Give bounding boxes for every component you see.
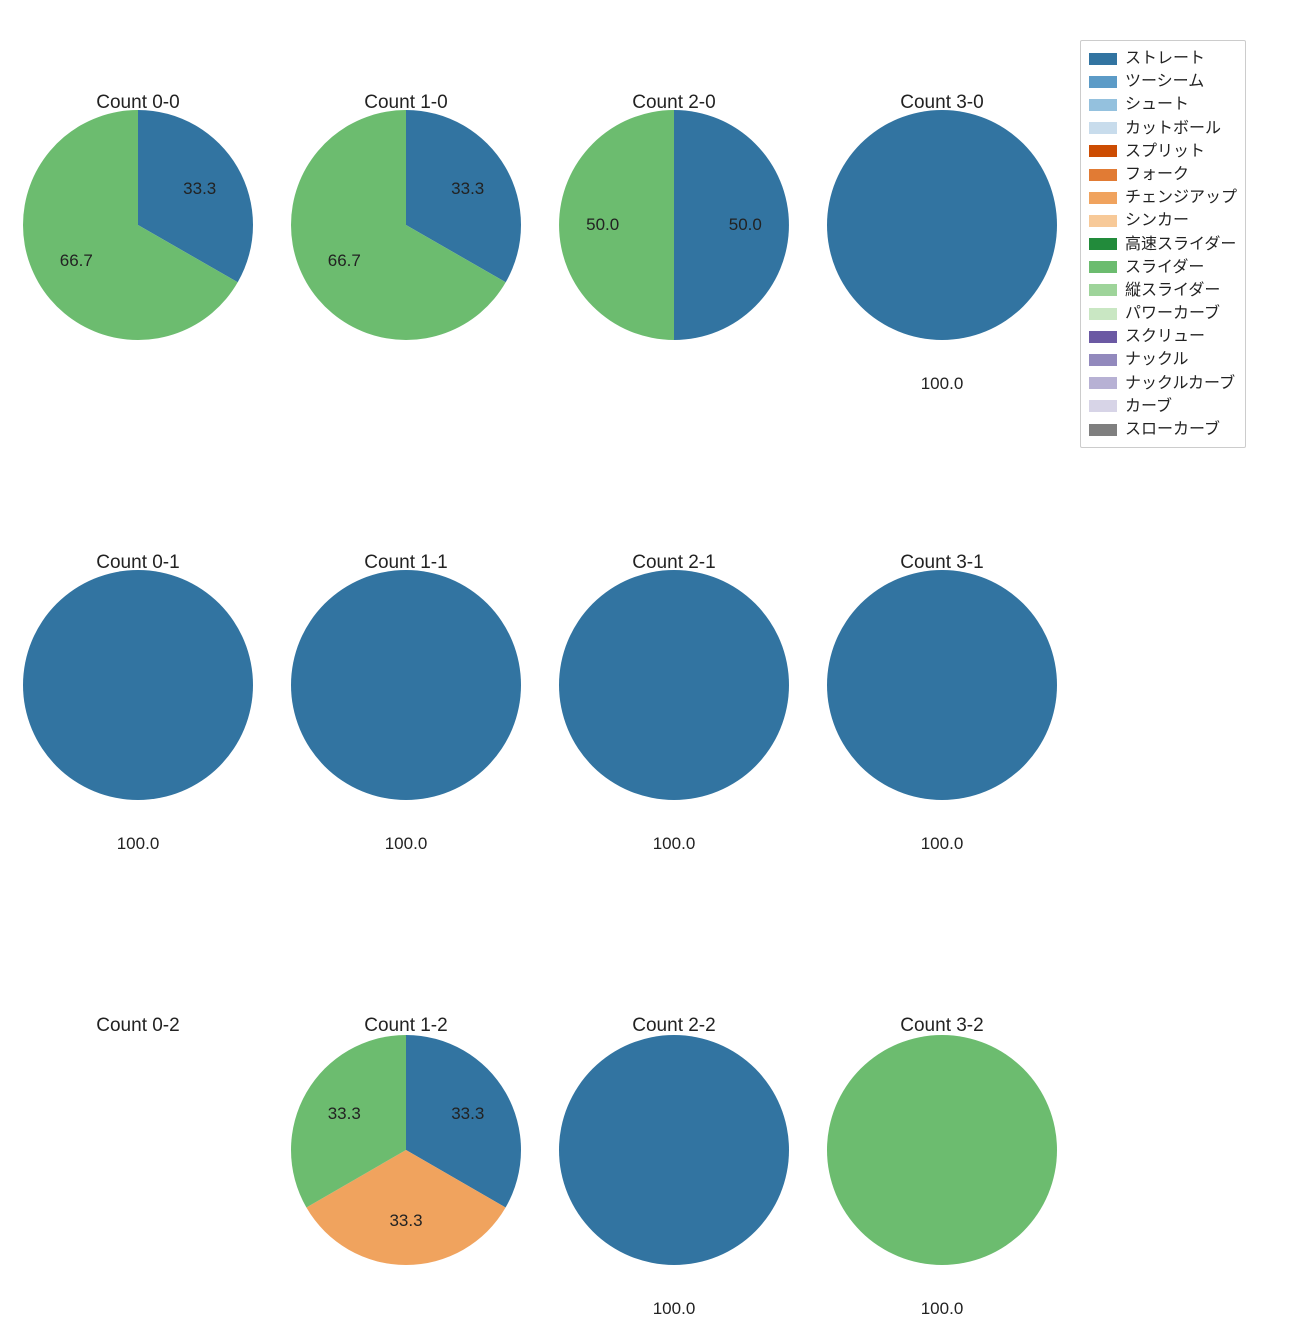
legend-item: ストレート xyxy=(1089,47,1237,70)
legend-swatch xyxy=(1089,99,1117,111)
pie-chart: 100.0 xyxy=(827,1035,1057,1265)
legend-label: スローカーブ xyxy=(1125,418,1220,441)
legend-swatch xyxy=(1089,122,1117,134)
legend-item: カットボール xyxy=(1089,117,1237,140)
pie-chart: 100.0 xyxy=(291,570,521,800)
pie-title: Count 1-2 xyxy=(276,1015,536,1037)
pie-slice-label: 100.0 xyxy=(385,834,428,854)
legend-swatch xyxy=(1089,53,1117,65)
legend-swatch xyxy=(1089,400,1117,412)
pie-slice-label: 100.0 xyxy=(117,834,160,854)
legend-swatch xyxy=(1089,424,1117,436)
legend-swatch xyxy=(1089,261,1117,273)
legend-swatch xyxy=(1089,331,1117,343)
legend-label: ナックル xyxy=(1125,348,1189,371)
pie-slice-label: 100.0 xyxy=(653,1299,696,1319)
legend-item: シンカー xyxy=(1089,209,1237,232)
pie-chart: 33.3 66.7 xyxy=(23,110,253,340)
pie-slice-label: 100.0 xyxy=(653,834,696,854)
pie-slice-label: 33.3 xyxy=(183,179,216,199)
figure-root: Count 0-033.366.7Count 1-033.366.7Count … xyxy=(0,0,1300,1300)
legend-item: スプリット xyxy=(1089,140,1237,163)
legend-label: スライダー xyxy=(1125,256,1204,279)
legend-label: ツーシーム xyxy=(1125,70,1204,93)
pie-slice-label: 100.0 xyxy=(921,374,964,394)
legend-label: シュート xyxy=(1125,93,1189,116)
legend-label: ナックルカーブ xyxy=(1125,372,1235,395)
legend-label: 高速スライダー xyxy=(1125,233,1236,256)
pie-chart: 33.3 33.3 33.3 xyxy=(291,1035,521,1265)
legend-item: シュート xyxy=(1089,93,1237,116)
legend-label: パワーカーブ xyxy=(1125,302,1220,325)
legend-swatch xyxy=(1089,308,1117,320)
pie-slice-label: 50.0 xyxy=(729,215,762,235)
pie-chart: 100.0 xyxy=(559,1035,789,1265)
pie-title: Count 0-2 xyxy=(8,1015,268,1037)
pie-chart: 50.0 50.0 xyxy=(559,110,789,340)
legend-item: 縦スライダー xyxy=(1089,279,1237,302)
pie-chart: 100.0 xyxy=(559,570,789,800)
legend-item: チェンジアップ xyxy=(1089,186,1237,209)
pie-chart: 100.0 xyxy=(827,570,1057,800)
legend-label: スクリュー xyxy=(1125,325,1205,348)
legend-swatch xyxy=(1089,192,1117,204)
legend-item: カーブ xyxy=(1089,395,1237,418)
legend-label: カットボール xyxy=(1125,117,1221,140)
legend-swatch xyxy=(1089,76,1117,88)
legend-label: シンカー xyxy=(1125,209,1189,232)
legend-item: ナックル xyxy=(1089,348,1237,371)
pie-slice-label: 33.3 xyxy=(451,1104,484,1124)
legend-label: チェンジアップ xyxy=(1125,186,1237,209)
pie-chart: 100.0 xyxy=(827,110,1057,340)
legend-item: ナックルカーブ xyxy=(1089,372,1237,395)
legend-item: スクリュー xyxy=(1089,325,1237,348)
legend-swatch xyxy=(1089,354,1117,366)
pie-slice-label: 66.7 xyxy=(328,251,361,271)
legend-item: パワーカーブ xyxy=(1089,302,1237,325)
legend-swatch xyxy=(1089,238,1117,250)
legend-item: 高速スライダー xyxy=(1089,233,1237,256)
pie-slice-label: 33.3 xyxy=(328,1104,361,1124)
legend-item: フォーク xyxy=(1089,163,1237,186)
legend-label: フォーク xyxy=(1125,163,1189,186)
pie-slice-label: 100.0 xyxy=(921,1299,964,1319)
pie-slice-label: 50.0 xyxy=(586,215,619,235)
pie-slice-label: 33.3 xyxy=(389,1211,422,1231)
pie-slice-label: 33.3 xyxy=(451,179,484,199)
legend-label: 縦スライダー xyxy=(1125,279,1220,302)
pie-chart: 33.3 66.7 xyxy=(291,110,521,340)
legend-swatch xyxy=(1089,215,1117,227)
legend: ストレートツーシームシュートカットボールスプリットフォークチェンジアップシンカー… xyxy=(1080,40,1246,448)
legend-item: ツーシーム xyxy=(1089,70,1237,93)
legend-swatch xyxy=(1089,377,1117,389)
legend-item: スライダー xyxy=(1089,256,1237,279)
pie-slice-label: 100.0 xyxy=(921,834,964,854)
legend-label: ストレート xyxy=(1125,47,1205,70)
legend-swatch xyxy=(1089,145,1117,157)
legend-item: スローカーブ xyxy=(1089,418,1237,441)
legend-swatch xyxy=(1089,284,1117,296)
legend-label: カーブ xyxy=(1125,395,1172,418)
legend-swatch xyxy=(1089,169,1117,181)
pie-slice-label: 66.7 xyxy=(60,251,93,271)
legend-label: スプリット xyxy=(1125,140,1205,163)
pie-chart: 100.0 xyxy=(23,570,253,800)
pie-title: Count 3-2 xyxy=(812,1015,1072,1037)
pie-title: Count 2-2 xyxy=(544,1015,804,1037)
